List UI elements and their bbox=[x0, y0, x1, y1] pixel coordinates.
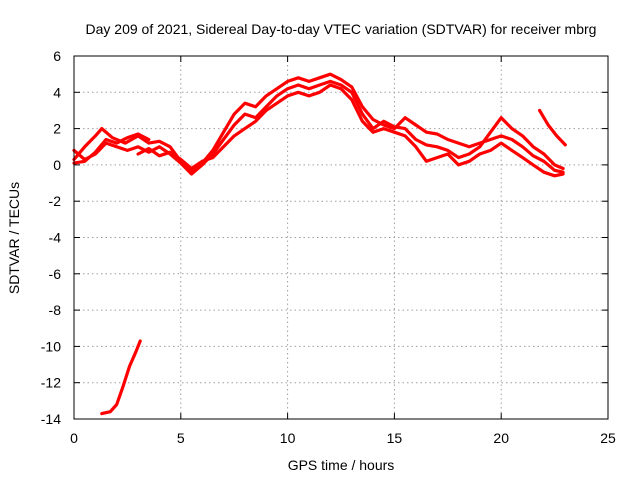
x-tick-label: 10 bbox=[280, 430, 296, 446]
y-tick-label: -12 bbox=[41, 375, 61, 391]
series-line-track-2 bbox=[72, 79, 565, 176]
y-tick-label: 2 bbox=[53, 121, 61, 137]
y-tick-label: -10 bbox=[41, 338, 61, 354]
y-tick-label: -4 bbox=[49, 230, 62, 246]
y-tick-label: -14 bbox=[41, 411, 61, 427]
x-tick-label: 5 bbox=[177, 430, 185, 446]
axis-ticks bbox=[73, 55, 609, 420]
y-tick-labels: -14 -12 -10 -8 -6 -4 -2 0 2 4 6 bbox=[41, 48, 61, 427]
x-tick-label: 20 bbox=[493, 430, 509, 446]
series-line-track-1 bbox=[72, 72, 565, 174]
y-axis-label: SDTVAR / TECUs bbox=[6, 182, 22, 294]
series-line-track-4 bbox=[72, 132, 151, 165]
y-tick-label: 4 bbox=[53, 84, 61, 100]
x-tick-labels: 0 5 10 15 20 25 bbox=[70, 430, 616, 446]
y-tick-label: -8 bbox=[49, 302, 62, 318]
series-line-track-6 bbox=[100, 339, 142, 416]
data-series bbox=[72, 72, 567, 416]
series-line-track-3 bbox=[136, 83, 565, 178]
x-tick-label: 15 bbox=[387, 430, 403, 446]
series-line-track-5 bbox=[537, 108, 567, 147]
y-tick-label: 0 bbox=[53, 157, 61, 173]
y-tick-label: -2 bbox=[49, 193, 62, 209]
grid-lines bbox=[74, 56, 608, 419]
x-tick-label: 25 bbox=[600, 430, 616, 446]
y-tick-label: 6 bbox=[53, 48, 61, 64]
x-tick-label: 0 bbox=[70, 430, 78, 446]
x-axis-label: GPS time / hours bbox=[288, 457, 395, 473]
y-tick-label: -6 bbox=[49, 266, 62, 282]
chart-title: Day 209 of 2021, Sidereal Day-to-day VTE… bbox=[86, 21, 597, 37]
